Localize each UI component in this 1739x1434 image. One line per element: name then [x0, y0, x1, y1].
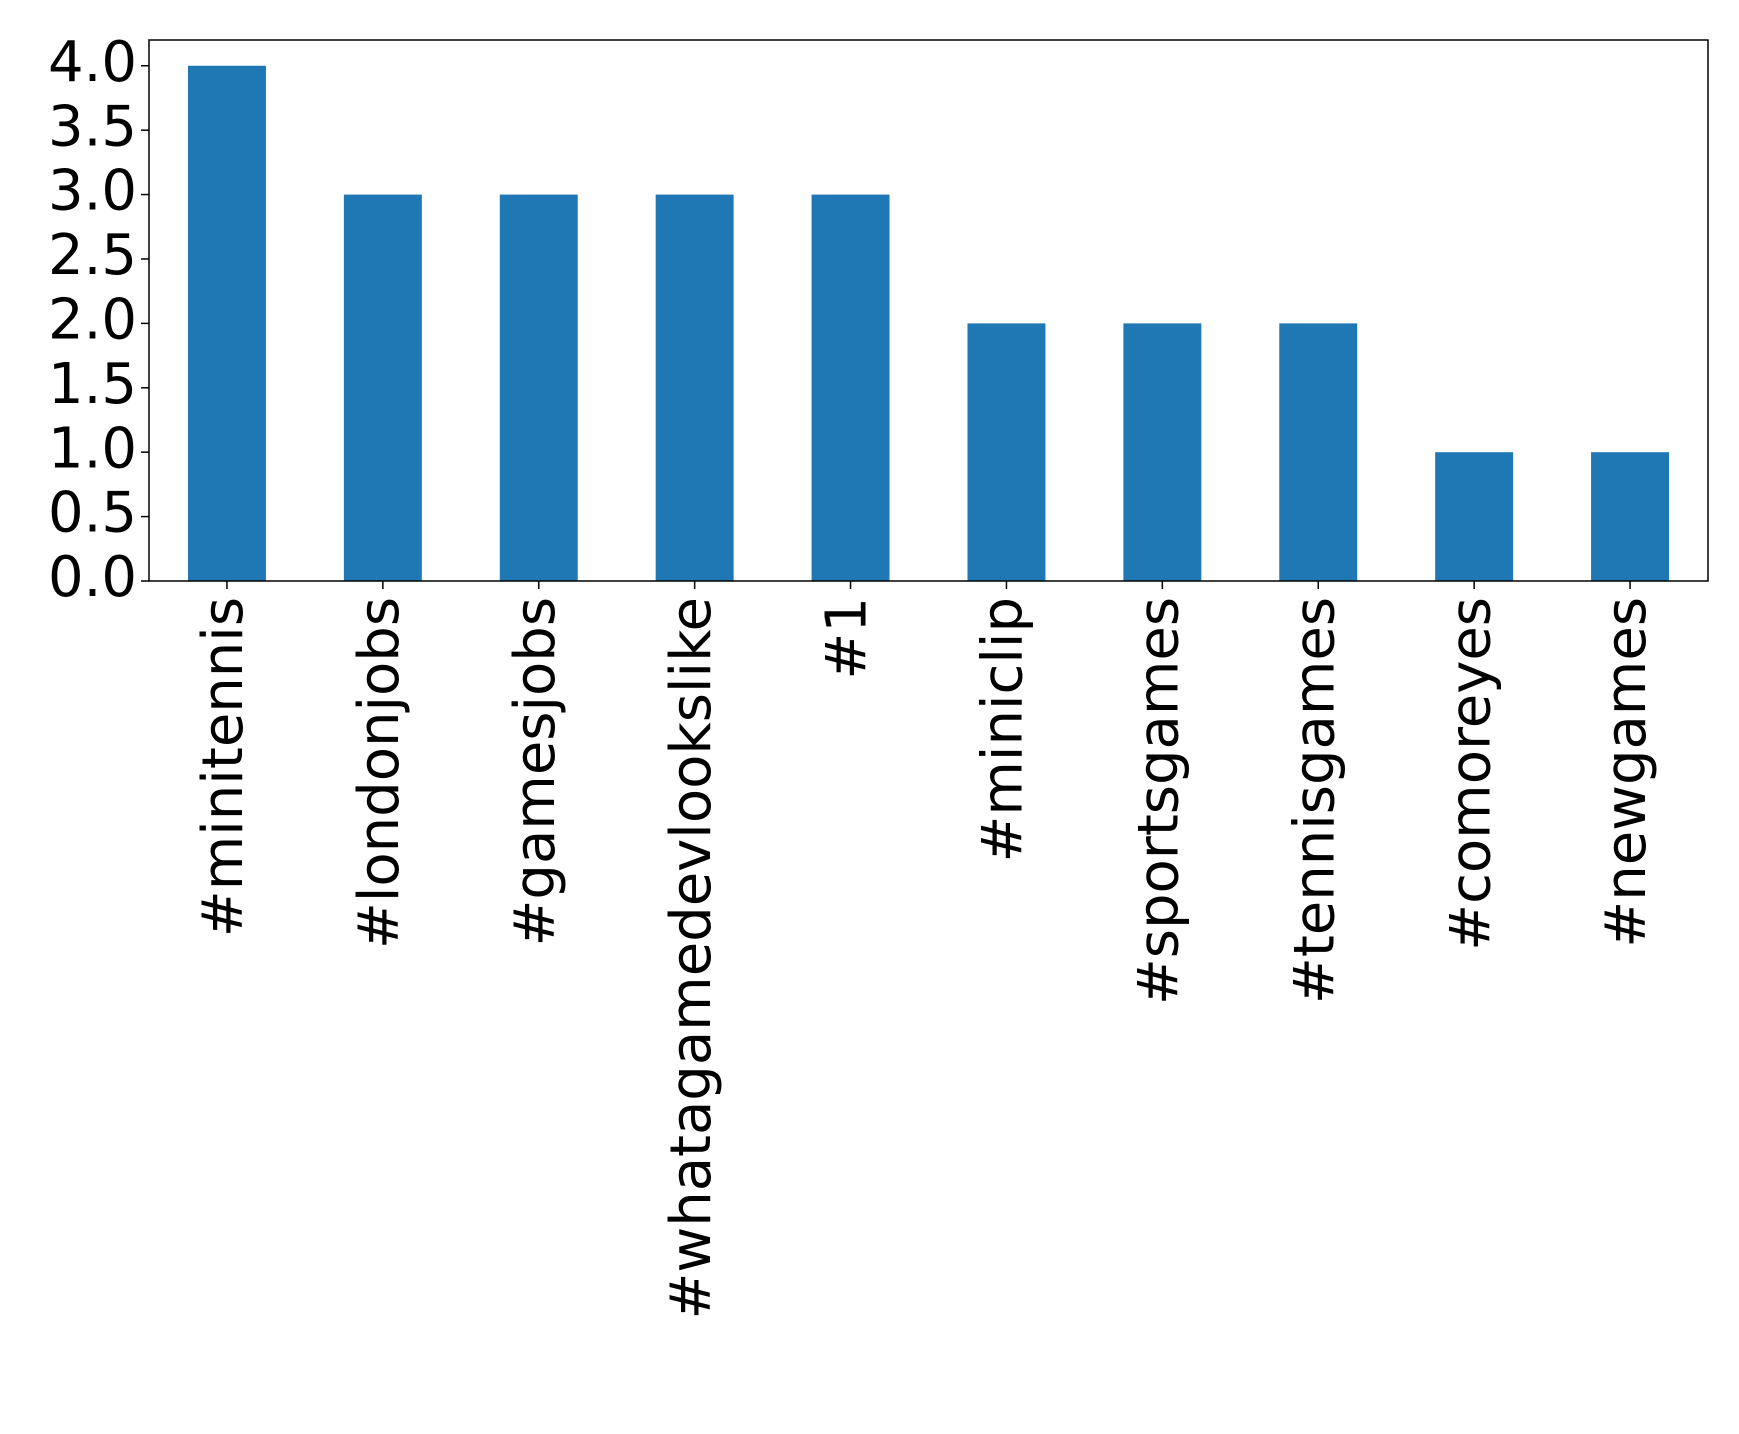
bar	[1279, 323, 1358, 581]
y-tick-label: 0.5	[48, 481, 137, 546]
x-tick-label: #1	[815, 597, 880, 680]
y-tick-label: 3.0	[48, 159, 137, 224]
y-tick-label: 0.0	[48, 545, 137, 610]
bar	[1123, 323, 1202, 581]
y-tick-label: 1.5	[48, 352, 137, 417]
x-tick-label: #comoreyes	[1438, 597, 1503, 951]
bar	[967, 323, 1046, 581]
plot-frame	[148, 39, 1709, 582]
x-tick-label: #whatagamedevlookslike	[659, 597, 724, 1320]
bar	[655, 194, 734, 582]
y-tick-label: 3.5	[48, 94, 137, 159]
x-tick-label: #londonjobs	[347, 597, 412, 949]
bar	[1435, 452, 1514, 581]
y-tick-label: 2.0	[48, 288, 137, 353]
bar	[343, 194, 422, 582]
x-tick-label: #gamesjobs	[503, 597, 568, 947]
x-tick-label: #newgames	[1594, 597, 1659, 948]
y-tick-label: 4.0	[48, 30, 137, 95]
y-tick-label: 1.0	[48, 416, 137, 481]
y-tick-label: 2.5	[48, 223, 137, 288]
x-tick-label: #sportsgames	[1126, 597, 1191, 1005]
bar	[187, 65, 266, 581]
x-tick-label: #miniclip	[971, 597, 1036, 863]
x-tick-label: #tennisgames	[1282, 597, 1347, 1004]
bar	[1591, 452, 1670, 581]
x-tick-label: #minitennis	[191, 597, 256, 937]
bar	[811, 194, 890, 582]
bar	[499, 194, 578, 582]
